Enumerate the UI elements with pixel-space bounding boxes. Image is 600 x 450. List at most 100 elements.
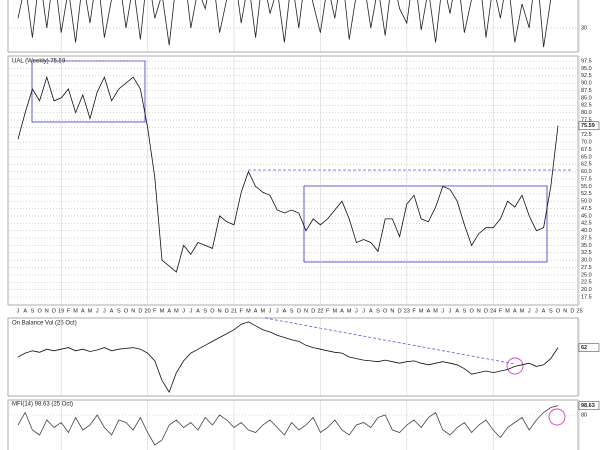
y-tick-label: 30 xyxy=(581,25,587,31)
x-tick-label: M xyxy=(246,308,251,314)
x-tick-label: A xyxy=(427,308,431,314)
y-tick-label: 50.0 xyxy=(581,199,592,205)
y-tick-label: 37.5 xyxy=(581,235,592,241)
highlight-circle xyxy=(506,357,524,375)
x-tick-label: N xyxy=(218,308,222,314)
y-tick-label: 35.0 xyxy=(581,243,592,249)
y-tick-label: 55.0 xyxy=(581,184,592,190)
x-tick-label: J xyxy=(528,308,531,314)
x-tick-label: N xyxy=(563,308,567,314)
x-tick-label: J xyxy=(449,308,452,314)
y-tick-label: 95.0 xyxy=(581,66,592,72)
x-tick-label: N xyxy=(304,308,308,314)
x-tick-label: S xyxy=(463,308,467,314)
x-tick-label: D xyxy=(138,308,142,314)
y-tick-label: 17.5 xyxy=(581,294,592,300)
x-tick-label: M xyxy=(73,308,78,314)
x-tick-label: D xyxy=(311,308,315,314)
x-tick-label: F xyxy=(326,308,330,314)
x-tick-label: M xyxy=(160,308,165,314)
y-tick-label: 85.0 xyxy=(581,95,592,101)
x-tick-label: A xyxy=(283,308,287,314)
x-tick-label: A xyxy=(254,308,258,314)
x-tick-label: J xyxy=(103,308,106,314)
panel-title: MFI(14) 98.63 (25 Oct) xyxy=(12,402,73,408)
x-tick-label: J xyxy=(535,308,538,314)
x-tick-label: D xyxy=(484,308,488,314)
x-tick-label: A xyxy=(513,308,517,314)
x-tick-label: N xyxy=(131,308,135,314)
x-tick-label: S xyxy=(290,308,294,314)
x-tick-label: F xyxy=(412,308,416,314)
last-value-label: 98.63 xyxy=(581,403,595,409)
y-tick-label: 60.0 xyxy=(581,169,592,175)
x-tick-label: A xyxy=(542,308,546,314)
series-line xyxy=(17,321,559,394)
y-tick-label: 87.5 xyxy=(581,88,592,94)
panel-frame xyxy=(7,399,579,450)
y-tick-label: 62.5 xyxy=(581,162,592,168)
x-tick-label: D xyxy=(52,308,56,314)
y-tick-label: 25.0 xyxy=(581,272,592,278)
x-tick-label: A xyxy=(23,308,27,314)
x-tick-label: 24 xyxy=(490,308,496,314)
y-tick-label: 77.5 xyxy=(581,117,592,123)
x-tick-label: N xyxy=(45,308,49,314)
x-tick-label: S xyxy=(117,308,121,314)
last-value-label: 75.59 xyxy=(581,123,595,129)
y-tick-label: 20.0 xyxy=(581,287,592,293)
y-tick-label: 65.0 xyxy=(581,154,592,160)
x-tick-label: O xyxy=(297,308,302,314)
x-tick-label: 23 xyxy=(404,308,410,314)
panel-frame xyxy=(7,317,579,397)
x-tick-label: F xyxy=(153,308,157,314)
x-tick-label: 21 xyxy=(231,308,237,314)
y-tick-label: 30.0 xyxy=(581,258,592,264)
x-tick-label: J xyxy=(355,308,358,314)
series-line xyxy=(17,405,559,446)
y-tick-label: 22.5 xyxy=(581,280,592,286)
x-tick-label: O xyxy=(469,308,474,314)
x-tick-label: D xyxy=(398,308,402,314)
y-tick-label: 97.5 xyxy=(581,58,592,64)
y-tick-label: 32.5 xyxy=(581,250,592,256)
last-value-box xyxy=(578,121,600,130)
x-tick-label: M xyxy=(505,308,510,314)
x-tick-label: M xyxy=(419,308,424,314)
x-tick-label: 25 xyxy=(577,308,583,314)
x-tick-label: M xyxy=(347,308,352,314)
x-tick-label: O xyxy=(210,308,215,314)
trend-line xyxy=(264,317,516,365)
x-tick-label: S xyxy=(31,308,35,314)
x-tick-label: O xyxy=(124,308,129,314)
x-tick-label: A xyxy=(167,308,171,314)
panel-frame xyxy=(7,0,579,53)
x-tick-label: 22 xyxy=(317,308,323,314)
last-value-box xyxy=(578,343,600,352)
y-tick-label: 72.5 xyxy=(581,132,592,138)
x-tick-label: S xyxy=(376,308,380,314)
x-tick-label: F xyxy=(240,308,244,314)
x-tick-label: J xyxy=(189,308,192,314)
y-tick-label: 67.5 xyxy=(581,147,592,153)
y-tick-label: 45.0 xyxy=(581,213,592,219)
range-box xyxy=(303,185,548,263)
y-tick-label: 40.0 xyxy=(581,228,592,234)
y-tick-label: 52.5 xyxy=(581,191,592,197)
x-tick-label: M xyxy=(261,308,266,314)
x-tick-label: D xyxy=(570,308,574,314)
y-tick-label: 90.0 xyxy=(581,81,592,87)
y-tick-label: 80 xyxy=(581,412,587,418)
series-line xyxy=(17,75,559,273)
x-tick-label: J xyxy=(17,308,20,314)
x-tick-label: J xyxy=(182,308,185,314)
y-tick-label: 27.5 xyxy=(581,265,592,271)
x-tick-label: A xyxy=(81,308,85,314)
x-tick-label: O xyxy=(556,308,561,314)
panel-frame xyxy=(7,55,579,306)
x-tick-label: D xyxy=(225,308,229,314)
x-tick-label: S xyxy=(549,308,553,314)
x-tick-label: M xyxy=(433,308,438,314)
x-tick-label: J xyxy=(269,308,272,314)
